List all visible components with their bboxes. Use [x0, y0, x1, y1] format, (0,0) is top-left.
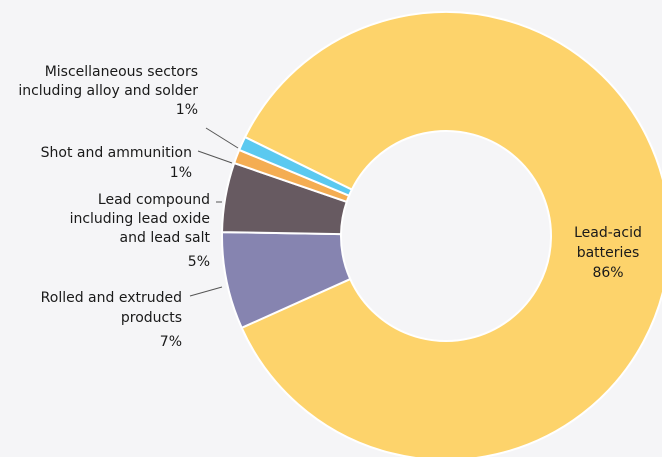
label-misc-percent: 1% — [176, 102, 198, 118]
label-compound-line2: including lead oxide — [70, 211, 210, 227]
donut-slice-4 — [237, 135, 354, 197]
leader-shot — [197, 150, 233, 164]
label-shot: Shot and ammunition 1% — [41, 145, 192, 181]
leader-lines — [189, 127, 239, 297]
label-rolled-percent: 7% — [160, 334, 182, 350]
label-shot-percent: 1% — [170, 165, 192, 181]
label-rolled-line2: products — [121, 310, 182, 326]
leader-rolled — [189, 286, 223, 297]
label-lead-acid-line1: Lead-acid — [574, 225, 642, 241]
label-misc-line1: Miscellaneous sectors — [45, 64, 198, 80]
label-misc: Miscellaneous sectors including alloy an… — [18, 64, 198, 118]
label-shot-line1: Shot and ammunition — [41, 145, 192, 161]
label-lead-acid-percent: 86% — [592, 265, 623, 281]
label-compound-line3: and lead salt — [120, 230, 211, 246]
label-compound-line1: Lead compound — [98, 192, 210, 208]
label-rolled: Rolled and extruded products 7% — [41, 290, 182, 350]
label-compound-percent: 5% — [188, 254, 210, 270]
label-rolled-line1: Rolled and extruded — [41, 290, 182, 306]
label-lead-acid: Lead-acid batteries 86% — [574, 225, 642, 281]
donut-slice-0 — [240, 11, 662, 457]
label-misc-line2: including alloy and solder — [18, 83, 198, 99]
leader-misc — [205, 127, 239, 149]
donut-slices — [221, 11, 662, 457]
label-compound: Lead compound including lead oxide and l… — [70, 192, 211, 270]
label-lead-acid-line2: batteries — [577, 245, 640, 261]
